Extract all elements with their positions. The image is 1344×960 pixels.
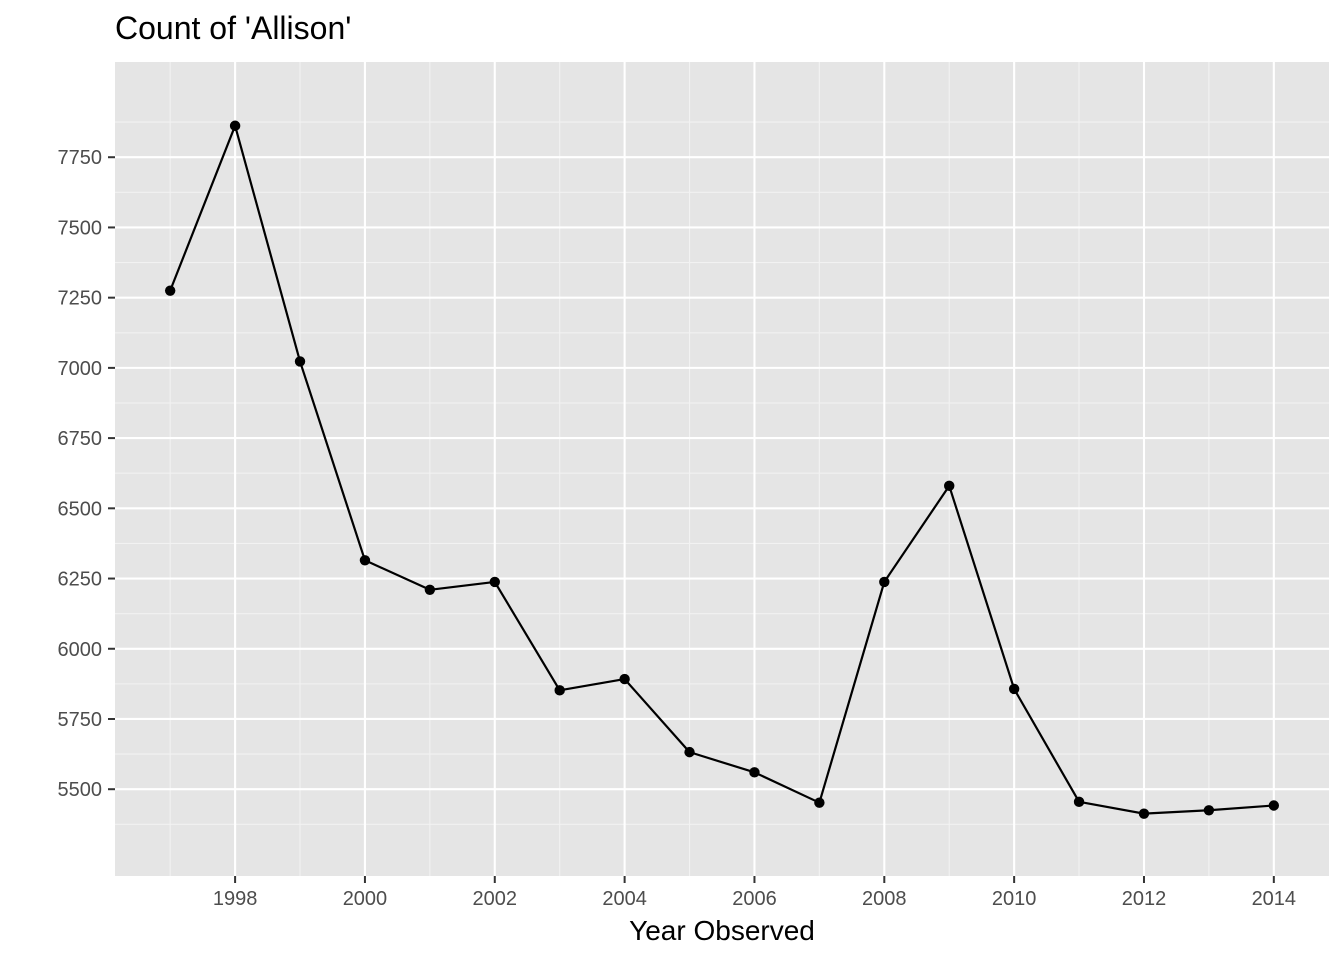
x-tick-label: 2002: [473, 888, 518, 910]
y-tick-label: 6250: [58, 569, 103, 591]
y-tick-label: 6500: [58, 498, 103, 520]
data-point: [684, 746, 695, 758]
data-point: [1073, 796, 1085, 808]
chart-title: Count of 'Allison': [115, 10, 351, 46]
x-axis: 1998 2000 2002 2004 2006 2008 2010 2012 2014: [213, 876, 1296, 910]
x-tick-label: 2012: [1122, 888, 1167, 910]
data-point: [164, 285, 176, 296]
x-axis-title: Year Observed: [629, 915, 815, 946]
major-gridlines: [115, 62, 1329, 876]
data-point: [424, 584, 436, 595]
data-point: [814, 797, 825, 808]
x-tick-label: 1998: [213, 888, 258, 910]
data-point: [619, 673, 630, 685]
x-tick-label: 2006: [732, 888, 777, 910]
y-tick-label: 7000: [58, 358, 103, 380]
data-point: [554, 685, 565, 696]
data-point: [359, 555, 371, 566]
y-tick-label: 7750: [58, 147, 103, 169]
y-tick-label: 7500: [58, 217, 103, 239]
data-point: [489, 576, 500, 588]
x-tick-label: 2010: [992, 888, 1037, 910]
x-tick-label: 2000: [343, 888, 388, 910]
y-tick-label: 5500: [58, 779, 103, 801]
y-tick-label: 7250: [58, 288, 103, 310]
data-point: [749, 767, 760, 778]
data-point: [944, 480, 955, 492]
y-tick-label: 5750: [58, 709, 103, 731]
y-tick-label: 6750: [58, 428, 103, 450]
data-point: [1008, 683, 1020, 695]
y-axis: 5500 5750 6000 6250 6500 6750 7000 7250 7500 7750: [58, 147, 115, 801]
series-line: [169, 124, 1274, 815]
plot-panel: [115, 62, 1329, 876]
data-point: [1203, 805, 1215, 816]
x-tick-label: 2014: [1252, 888, 1297, 910]
y-tick-label: 6000: [58, 639, 103, 661]
data-point: [879, 576, 890, 588]
series-layer: [164, 120, 1280, 819]
data-point: [229, 120, 241, 131]
minor-gridlines: [115, 62, 1329, 876]
data-point: [294, 356, 306, 367]
data-point: [1268, 800, 1280, 811]
x-tick-label: 2004: [602, 888, 647, 910]
data-point: [1138, 808, 1150, 819]
x-tick-label: 2008: [862, 888, 907, 910]
